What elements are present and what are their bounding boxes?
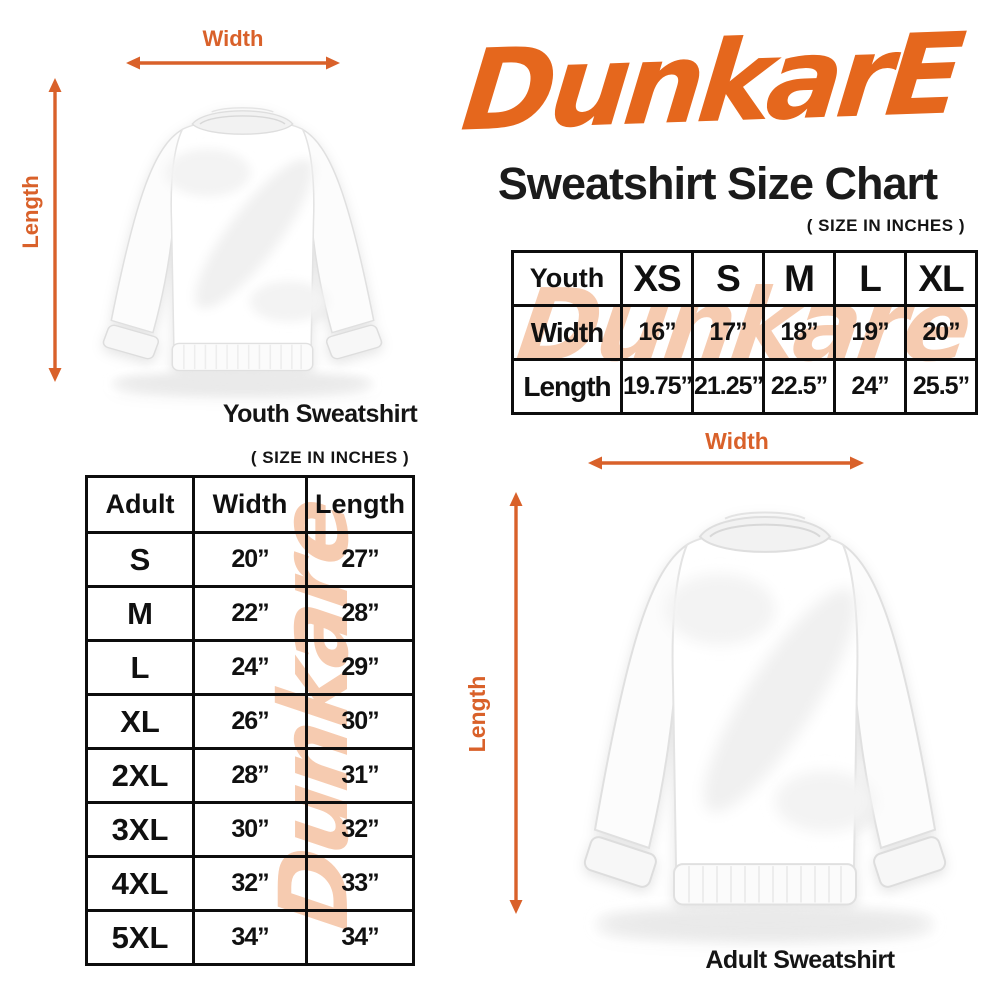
shirt-right-cuff (325, 324, 383, 360)
shirt-waistband (171, 342, 314, 372)
youth-table-header-cell: S (691, 250, 765, 307)
youth-table-cell: 21.25” (691, 358, 765, 415)
shirt-shading (665, 574, 775, 645)
youth-width-arrow-icon (126, 56, 340, 70)
table-row: L 24” 29” (85, 639, 415, 696)
youth-table-cell: 25.5” (904, 358, 978, 415)
shirt-shading (195, 158, 313, 309)
youth-length-arrow-icon (48, 78, 62, 382)
youth-table-row-label: Length (511, 358, 623, 415)
collar-inner-line (199, 115, 286, 125)
table-row: Width 16” 17” 18” 19” 20” (511, 304, 978, 361)
adult-table-cell: 20” (192, 531, 308, 588)
adult-table-cell: 28” (305, 585, 415, 642)
adult-table-cell: 26” (192, 693, 308, 750)
shirt-ground-shadow (112, 373, 373, 392)
shirt-collar (191, 110, 294, 135)
shirt-shading (775, 771, 875, 832)
shirt-shading (703, 588, 857, 813)
adult-table-cell: 34” (305, 909, 415, 966)
adult-table-row-label: L (85, 639, 195, 696)
youth-table-cell: 20” (904, 304, 978, 361)
youth-size-table: Youth XS S M L XL Width 16” 17” 18” 19” … (511, 250, 978, 415)
youth-table-header-cell: M (762, 250, 836, 307)
youth-table-header-cell: Youth (511, 250, 623, 307)
youth-table-cell: 19.75” (620, 358, 694, 415)
table-row: M 22” 28” (85, 585, 415, 642)
shirt-right-cuff (873, 836, 947, 888)
collar-inner-line (709, 523, 821, 538)
adult-length-label: Length (464, 675, 490, 753)
table-row: 5XL 34” 34” (85, 909, 415, 966)
adult-table-cell: 34” (192, 909, 308, 966)
table-row: XL 26” 30” (85, 693, 415, 750)
adult-caption: Adult Sweatshirt (705, 946, 895, 974)
waistband-ribs (688, 866, 842, 903)
shirt-shading (165, 149, 251, 197)
table-row: Adult Width Length (85, 475, 415, 534)
adult-length-arrow-icon (509, 492, 523, 914)
adult-table-header-cell: Adult (85, 475, 195, 534)
table-row: Length 19.75” 21.25” 22.5” 24” 25.5” (511, 358, 978, 415)
youth-table-row-label: Width (511, 304, 623, 361)
adult-table-row-label: 2XL (85, 747, 195, 804)
brand-logo: DunkarE (456, 9, 965, 157)
shirt-left-cuff (102, 324, 160, 360)
youth-table-header-cell: L (833, 250, 907, 307)
adult-table-row-label: 3XL (85, 801, 195, 858)
youth-table-cell: 17” (691, 304, 765, 361)
adult-width-arrow-icon (588, 456, 864, 470)
adult-table-cell: 29” (305, 639, 415, 696)
adult-table-cell: 32” (192, 855, 308, 912)
adult-table-cell: 32” (305, 801, 415, 858)
youth-table-cell: 18” (762, 304, 836, 361)
collar-back-line (211, 107, 274, 113)
youth-width-label: Width (202, 26, 264, 51)
youth-table-cell: 22.5” (762, 358, 836, 415)
shirt-left-cuff (583, 836, 657, 888)
adult-table-cell: 31” (305, 747, 415, 804)
youth-table-cell: 19” (833, 304, 907, 361)
youth-length-label: Length (18, 175, 43, 249)
table-row: S 20” 27” (85, 531, 415, 588)
adult-table-row-label: S (85, 531, 195, 588)
adult-table-row-label: 4XL (85, 855, 195, 912)
shirt-collar (698, 516, 832, 553)
table-row: 4XL 32” 33” (85, 855, 415, 912)
youth-caption: Youth Sweatshirt (222, 400, 418, 428)
adult-size-units-note: ( SIZE IN INCHES ) (250, 448, 410, 467)
adult-table-row-label: M (85, 585, 195, 642)
shirt-ground-shadow (597, 909, 933, 936)
table-row: Youth XS S M L XL (511, 250, 978, 307)
adult-table-cell: 28” (192, 747, 308, 804)
youth-sweatshirt-illustration (102, 107, 383, 392)
adult-table-row-label: XL (85, 693, 195, 750)
adult-size-table: Adult Width Length S 20” 27” M 22” 28” L… (85, 475, 415, 966)
page-title: Sweatshirt Size Chart (497, 158, 938, 209)
shirt-shading (250, 281, 328, 322)
adult-sweatshirt-illustration (583, 511, 947, 936)
shirt-waistband (673, 863, 857, 906)
adult-table-row-label: 5XL (85, 909, 195, 966)
adult-table-cell: 22” (192, 585, 308, 642)
adult-table-cell: 30” (305, 693, 415, 750)
waistband-ribs (183, 344, 302, 370)
adult-table-header-cell: Length (305, 475, 415, 534)
table-row: 3XL 30” 32” (85, 801, 415, 858)
adult-table-header-cell: Width (192, 475, 308, 534)
adult-width-label: Width (705, 428, 769, 454)
adult-table-cell: 33” (305, 855, 415, 912)
adult-table-cell: 24” (192, 639, 308, 696)
youth-table-cell: 16” (620, 304, 694, 361)
youth-table-header-cell: XL (904, 250, 978, 307)
youth-table-cell: 24” (833, 358, 907, 415)
adult-table-cell: 27” (305, 531, 415, 588)
youth-size-units-note: ( SIZE IN INCHES ) (806, 216, 965, 235)
youth-table-header-cell: XS (620, 250, 694, 307)
adult-table-cell: 30” (192, 801, 308, 858)
table-row: 2XL 28” 31” (85, 747, 415, 804)
collar-back-line (724, 511, 806, 520)
